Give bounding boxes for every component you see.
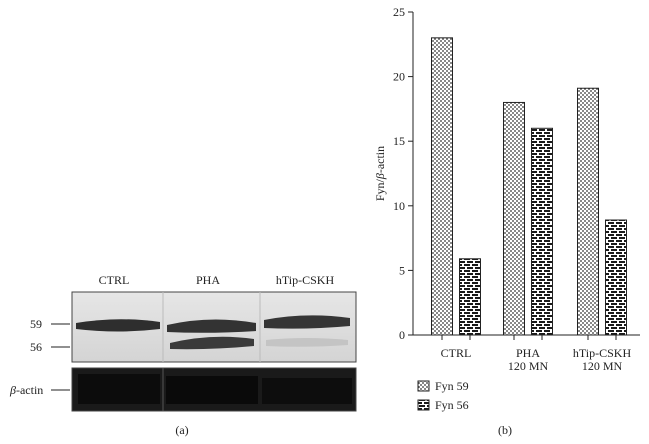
marker-56-label: 56 — [30, 340, 42, 354]
y-tick-label: 5 — [399, 263, 405, 277]
y-tick-label: 0 — [399, 328, 405, 342]
lane-label-ctrl: CTRL — [99, 273, 130, 287]
y-axis-label-part: -actin — [373, 146, 387, 173]
lane-label-htip: hTip-CSKH — [276, 273, 335, 287]
actin-band-htip — [262, 378, 352, 404]
x-tick-label: hTip-CSKH — [573, 346, 632, 360]
y-axis-label-part: Fyn/ — [373, 178, 387, 201]
x-tick-label: 120 MN — [508, 359, 549, 373]
actin-band-ctrl — [78, 374, 160, 404]
y-tick-label: 25 — [393, 5, 405, 19]
y-tick-label: 10 — [393, 199, 405, 213]
western-blot-panel: CTRL PHA hTip-CSKH 59 56 β-actin (a) — [9, 273, 357, 437]
band-56-htip-faint — [266, 338, 348, 347]
y-tick-label: 15 — [393, 134, 405, 148]
bar-fyn-59-0 — [431, 37, 453, 336]
y-tick-label: 20 — [393, 70, 405, 84]
bar-fyn-59-2 — [577, 87, 599, 336]
y-axis-label: Fyn/β-actin — [373, 146, 387, 201]
band-59-htip — [264, 315, 350, 329]
band-59-ctrl — [76, 319, 160, 332]
legend-label: Fyn 56 — [435, 398, 469, 412]
actin-band-pha — [166, 376, 258, 404]
bar-fyn-56-0 — [459, 258, 481, 336]
bar-fyn-59-1 — [503, 101, 525, 336]
x-tick-label: 120 MN — [582, 359, 623, 373]
bar-fyn-56-1 — [531, 127, 553, 336]
legend-label: Fyn 59 — [435, 379, 469, 393]
lane-label-pha: PHA — [196, 273, 220, 287]
legend-swatch — [417, 380, 430, 392]
panel-label-a: (a) — [175, 423, 188, 437]
band-56-pha — [170, 336, 254, 350]
x-tick-label: PHA — [516, 346, 540, 360]
x-tick-label: CTRL — [441, 346, 472, 360]
panel-label-b: (b) — [498, 423, 512, 437]
band-59-pha — [167, 319, 256, 333]
marker-59-label: 59 — [30, 317, 42, 331]
legend-swatch — [417, 399, 430, 411]
actin-label: β-actin — [9, 383, 43, 397]
bar-fyn-56-2 — [605, 219, 627, 336]
y-axis-label-part: β — [373, 173, 387, 180]
